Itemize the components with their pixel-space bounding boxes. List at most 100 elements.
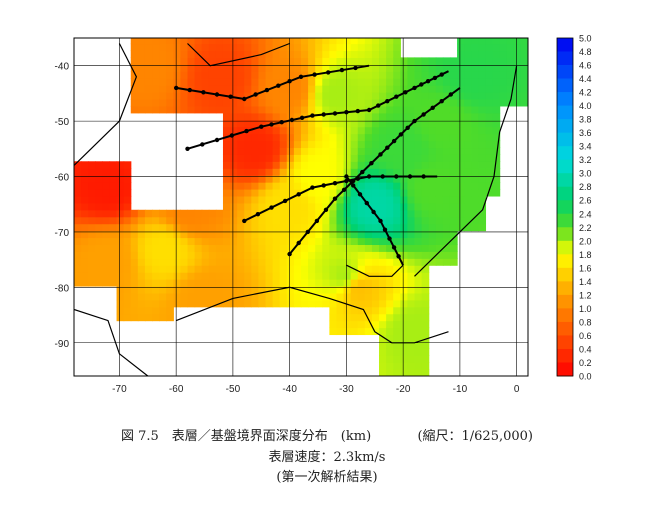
depth-cell <box>88 251 96 259</box>
depth-cell <box>414 161 423 169</box>
depth-cell <box>152 223 160 232</box>
depth-cell <box>301 202 309 211</box>
depth-cell <box>407 78 416 86</box>
depth-cell <box>371 71 380 79</box>
depth-cell <box>350 327 359 336</box>
depth-cell <box>464 92 472 100</box>
depth-cell <box>137 237 146 246</box>
depth-cell <box>386 168 394 176</box>
depth-cell <box>336 216 345 225</box>
depth-cell <box>109 188 118 197</box>
depth-cell <box>343 320 352 329</box>
colorbar-segment <box>557 308 573 323</box>
depth-cell <box>379 209 387 218</box>
depth-cell <box>279 258 288 266</box>
depth-cell <box>272 105 281 114</box>
depth-cell <box>81 258 89 266</box>
depth-cell <box>180 265 189 273</box>
depth-cell <box>293 147 302 155</box>
depth-cell <box>173 299 181 308</box>
depth-cell <box>81 265 89 273</box>
depth-cell <box>329 140 338 149</box>
colorbar-tick-label: 3.4 <box>579 142 592 152</box>
depth-cell <box>265 175 274 183</box>
depth-cell <box>379 313 387 322</box>
depth-cell <box>194 85 203 93</box>
survey-station <box>376 103 381 108</box>
depth-cell <box>130 313 139 322</box>
depth-cell <box>386 313 394 322</box>
depth-cell <box>386 133 394 142</box>
depth-cell <box>258 64 267 72</box>
depth-cell <box>357 195 366 204</box>
depth-cell <box>301 216 309 225</box>
depth-cell <box>130 258 139 266</box>
depth-cell <box>258 209 267 218</box>
colorbar-segment <box>557 132 573 147</box>
depth-cell <box>357 98 366 107</box>
depth-cell <box>237 188 245 197</box>
x-tick-label: -70 <box>112 384 127 395</box>
depth-cell <box>272 209 281 218</box>
depth-cell <box>230 154 238 162</box>
depth-cell <box>215 50 224 58</box>
colorbar-segment <box>557 38 573 52</box>
survey-station <box>276 83 281 88</box>
depth-cell <box>159 299 167 308</box>
colorbar-tick-label: 1.0 <box>579 304 592 314</box>
depth-cell <box>414 272 423 280</box>
depth-cell <box>144 279 153 287</box>
depth-cell <box>449 154 458 162</box>
depth-cell <box>371 251 380 259</box>
depth-cell <box>137 230 146 239</box>
depth-cell <box>364 119 373 128</box>
depth-cell <box>499 57 508 65</box>
depth-cell <box>329 78 338 86</box>
depth-cell <box>371 258 380 266</box>
depth-cell <box>435 182 444 190</box>
depth-cell <box>329 43 338 52</box>
depth-cell <box>109 161 118 169</box>
depth-cell <box>393 71 401 79</box>
depth-cell <box>386 195 394 204</box>
depth-cell <box>194 92 203 100</box>
depth-cell <box>442 251 451 259</box>
depth-cell <box>357 140 366 149</box>
depth-cell <box>258 195 267 204</box>
depth-cell <box>371 223 380 232</box>
depth-cell <box>286 292 295 301</box>
depth-cell <box>251 175 260 183</box>
survey-station <box>398 132 404 137</box>
depth-cell <box>279 272 288 280</box>
depth-cell <box>95 202 103 211</box>
depth-cell <box>329 223 338 232</box>
depth-cell <box>230 92 238 100</box>
depth-cell <box>308 92 316 100</box>
depth-cell <box>421 265 430 273</box>
x-tick-label: 0 <box>514 384 520 395</box>
depth-cell <box>293 126 302 135</box>
depth-cell <box>130 230 139 239</box>
depth-cell <box>393 154 401 162</box>
survey-station <box>419 82 424 87</box>
depth-cell <box>400 71 408 79</box>
depth-cell <box>357 272 366 280</box>
depth-cell <box>393 327 401 336</box>
y-tick-label: -70 <box>55 228 70 239</box>
depth-cell <box>357 244 366 252</box>
depth-cell <box>343 265 352 273</box>
depth-cell <box>435 188 444 197</box>
depth-cell <box>272 161 281 169</box>
depth-cell <box>364 38 373 45</box>
depth-cell <box>506 92 515 100</box>
depth-cell <box>173 244 181 252</box>
coastline-segment <box>74 308 149 376</box>
colorbar-segment <box>557 213 573 228</box>
depth-cell <box>265 50 274 58</box>
depth-cell <box>102 237 111 246</box>
depth-cell <box>301 133 309 142</box>
depth-cell <box>386 327 394 336</box>
depth-cell <box>421 188 430 197</box>
depth-cell <box>301 182 309 190</box>
depth-cell <box>393 341 401 349</box>
